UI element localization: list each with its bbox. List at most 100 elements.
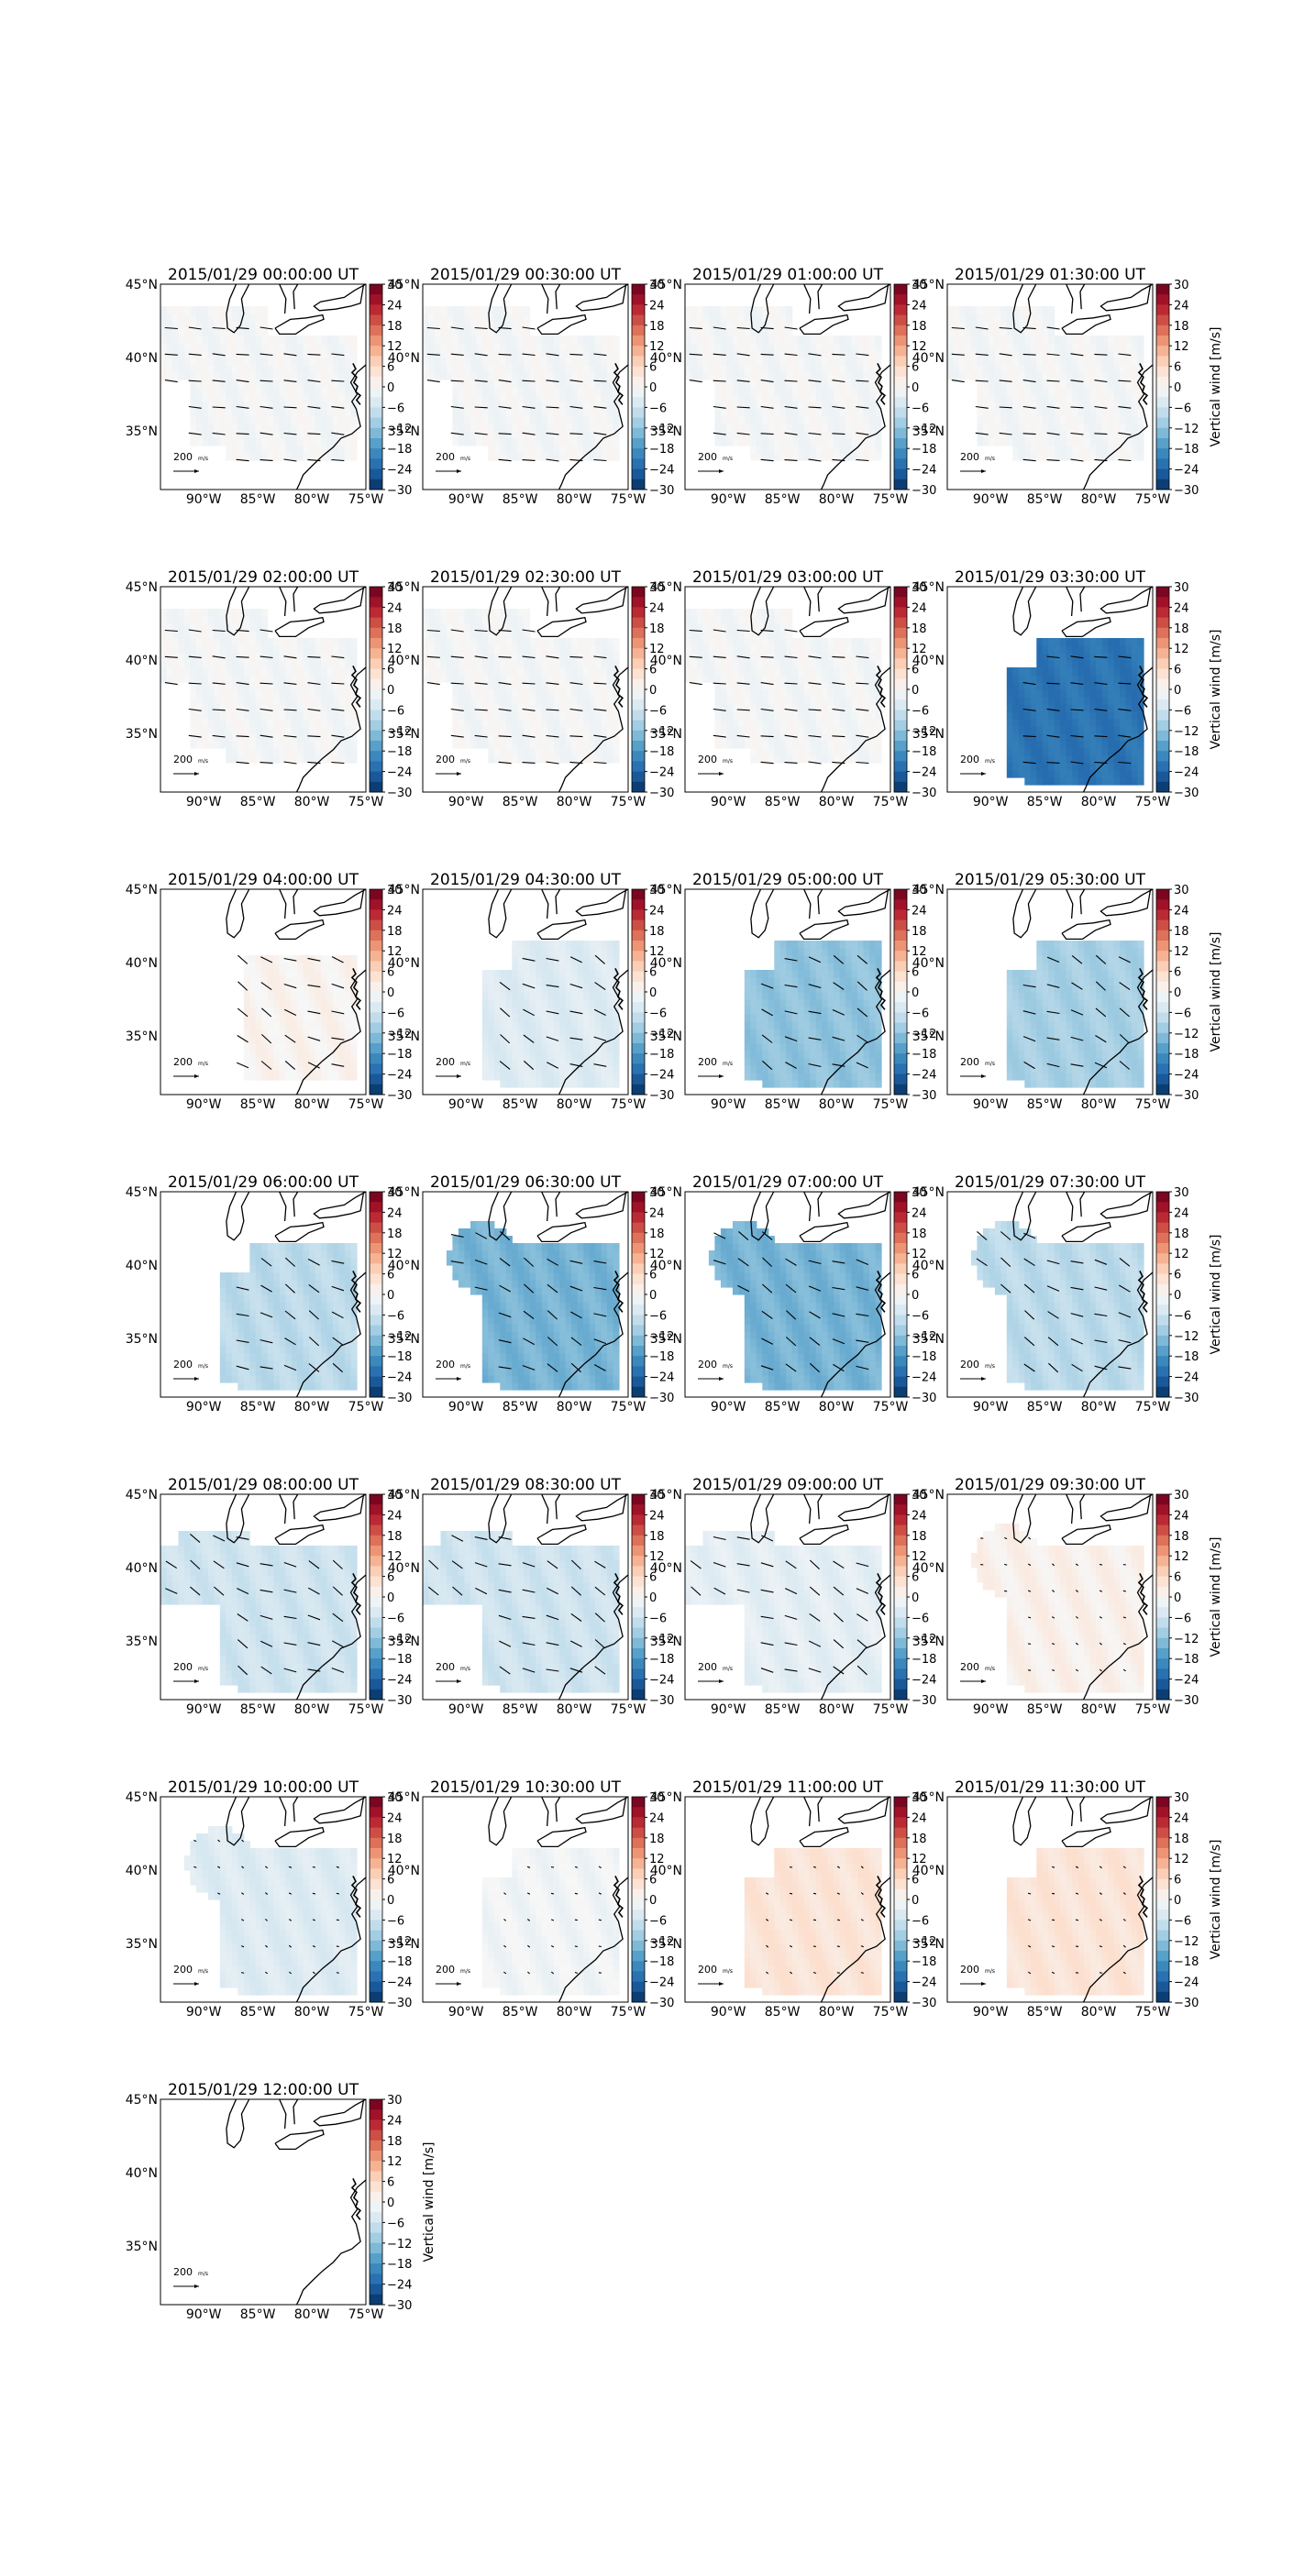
- heatmap-cell: [762, 616, 769, 624]
- wind-vector: [450, 326, 464, 330]
- heatmap-cell: [1036, 424, 1044, 432]
- heatmap-cell: [583, 726, 591, 734]
- heatmap-cell: [219, 675, 227, 683]
- heatmap-cell: [536, 402, 543, 410]
- heatmap-cell: [732, 653, 739, 661]
- heatmap-cell: [714, 402, 722, 410]
- heatmap-cell: [481, 631, 489, 639]
- heatmap-cell: [1012, 770, 1020, 778]
- heatmap-cell: [423, 372, 430, 380]
- colorbar-tick-label: 30: [387, 581, 403, 595]
- heatmap-cell: [994, 358, 1001, 366]
- heatmap-cell: [285, 726, 293, 734]
- heatmap-cell: [297, 343, 304, 351]
- heatmap-cell: [803, 704, 811, 712]
- heatmap-cell: [691, 343, 698, 351]
- heatmap-cell: [1030, 350, 1037, 358]
- heatmap-cell: [726, 365, 734, 373]
- heatmap-cell: [1120, 438, 1127, 446]
- colorbar-segment: [632, 407, 645, 419]
- heatmap-cell: [1024, 697, 1032, 705]
- heatmap-cell: [195, 336, 203, 344]
- heatmap-cell: [1078, 741, 1085, 749]
- heatmap-cell: [1125, 645, 1133, 654]
- heatmap-cell: [697, 358, 704, 366]
- heatmap-cell: [512, 711, 519, 720]
- wind-vector: [736, 682, 750, 685]
- heatmap-cell: [863, 409, 870, 417]
- heatmap-cell: [768, 387, 775, 395]
- heatmap-cell: [839, 409, 846, 417]
- heatmap-cell: [505, 321, 513, 329]
- heatmap-cell: [834, 689, 841, 698]
- wind-vector: [498, 353, 512, 356]
- heatmap-cell: [839, 719, 846, 727]
- heatmap-cell: [470, 314, 477, 322]
- heatmap-cell: [255, 631, 262, 639]
- heatmap-cell: [1101, 402, 1109, 410]
- heatmap-cell: [333, 711, 340, 720]
- lon-tick-label: 85°W: [765, 795, 801, 809]
- heatmap-cell: [345, 697, 352, 705]
- heatmap-cell: [589, 343, 596, 351]
- heatmap-cell: [195, 682, 203, 690]
- heatmap-cell: [607, 704, 614, 712]
- heatmap-cell: [238, 453, 245, 461]
- heatmap-cell: [541, 653, 548, 661]
- heatmap-cell: [607, 689, 614, 698]
- heatmap-cell: [279, 387, 286, 395]
- heatmap-cell: [714, 306, 722, 314]
- heatmap-cell: [476, 372, 483, 380]
- heatmap-cell: [267, 726, 274, 734]
- heatmap-cell: [1108, 343, 1115, 351]
- heatmap-cell: [505, 328, 513, 336]
- heatmap-cell: [493, 446, 501, 454]
- heatmap-cell: [481, 424, 489, 432]
- heatmap-cell: [1012, 719, 1020, 727]
- heatmap-cell: [845, 380, 853, 388]
- heatmap-cell: [338, 660, 346, 668]
- heatmap-cell: [231, 623, 238, 632]
- heatmap-cell: [1101, 748, 1109, 756]
- heatmap-cell: [321, 446, 328, 454]
- colorbar-tick-label: −24: [387, 464, 412, 478]
- heatmap-cell: [732, 726, 739, 734]
- heatmap-cell: [810, 453, 817, 461]
- heatmap-cell: [267, 424, 274, 432]
- colorbar-segment: [632, 710, 645, 721]
- heatmap-cell: [1072, 336, 1079, 344]
- heatmap-cell: [166, 660, 173, 668]
- heatmap-cell: [536, 711, 543, 720]
- heatmap-cell: [488, 358, 495, 366]
- heatmap-cell: [779, 306, 787, 314]
- heatmap-cell: [791, 741, 799, 749]
- colorbar-segment: [370, 458, 382, 470]
- heatmap-cell: [851, 682, 858, 690]
- heatmap-cell: [756, 453, 763, 461]
- heatmap-cell: [875, 424, 882, 432]
- heatmap-cell: [702, 667, 710, 676]
- heatmap-cell: [1030, 321, 1037, 329]
- colorbar-segment: [370, 761, 382, 773]
- heatmap-cell: [839, 380, 846, 388]
- heatmap-cell: [1120, 380, 1127, 388]
- heatmap-cell: [744, 431, 751, 439]
- heatmap-cell: [779, 321, 787, 329]
- heatmap-cell: [571, 365, 579, 373]
- colorbar-segment: [370, 356, 382, 368]
- heatmap-cell: [1024, 704, 1032, 712]
- heatmap-cell: [1078, 380, 1085, 388]
- heatmap-cell: [851, 380, 858, 388]
- heatmap-cell: [1066, 777, 1073, 786]
- heatmap-cell: [1066, 402, 1073, 410]
- heatmap-cell: [571, 387, 579, 395]
- heatmap-cell: [350, 424, 358, 432]
- heatmap-cell: [279, 733, 286, 742]
- heatmap-cell: [231, 748, 238, 756]
- heatmap-cell: [1030, 726, 1037, 734]
- heatmap-cell: [291, 350, 298, 358]
- heatmap-cell: [470, 711, 477, 720]
- heatmap-cell: [1006, 431, 1013, 439]
- heatmap-cell: [255, 748, 262, 756]
